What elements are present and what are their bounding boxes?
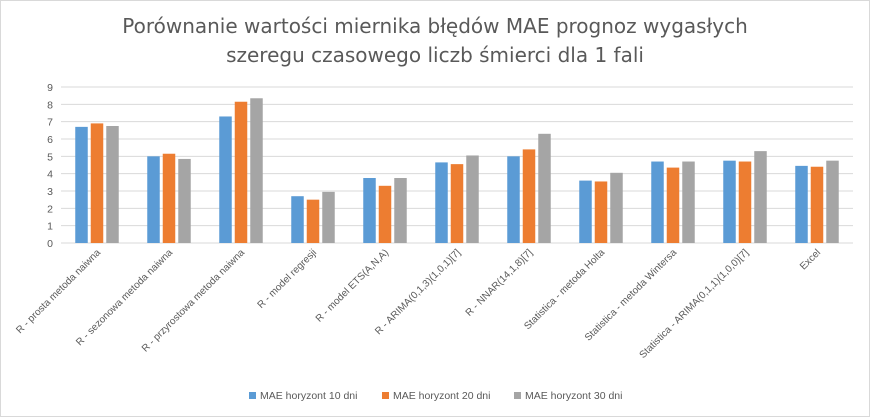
bar xyxy=(363,178,376,243)
bar xyxy=(250,98,263,244)
y-tick-label: 3 xyxy=(47,186,53,198)
chart-title-line-2: szeregu czasowego liczb śmierci dla 1 fa… xyxy=(226,43,644,67)
chart-title: Porównanie wartości miernika błędów MAE … xyxy=(122,14,748,67)
bar xyxy=(738,161,752,243)
x-category-label: R - ARIMA(0,1,3)(1,0,1)[7] xyxy=(373,247,463,337)
y-tick-label: 0 xyxy=(47,238,53,250)
bar xyxy=(394,178,407,243)
bar xyxy=(651,161,664,243)
legend-swatch xyxy=(514,392,521,399)
legend-swatch xyxy=(382,392,389,399)
legend: MAE horyzont 10 dni MAE horyzont 20 dni MA… xyxy=(249,390,622,402)
bar xyxy=(538,133,551,243)
bar xyxy=(90,123,104,243)
bar xyxy=(291,196,304,243)
legend-item: MAE horyzont 20 dni xyxy=(382,390,490,402)
x-category-label: R - model regresji xyxy=(256,247,320,311)
bar xyxy=(826,160,839,243)
bar xyxy=(579,180,592,243)
x-category-label: R - prosta metoda naiwna xyxy=(14,247,103,336)
bar xyxy=(666,167,680,243)
x-category-label: R - NNAR(14,1,8)[7] xyxy=(464,247,536,319)
y-axis: 0 1 2 3 4 5 6 7 8 9 xyxy=(47,82,53,250)
bar xyxy=(306,199,320,243)
bar xyxy=(75,126,88,243)
x-category-label: R - model ETS(A,N,A) xyxy=(314,247,391,324)
y-tick-label: 2 xyxy=(47,203,53,215)
bar xyxy=(522,149,536,243)
bar xyxy=(795,165,808,243)
bar xyxy=(810,166,824,243)
y-tick-label: 6 xyxy=(47,134,53,146)
y-tick-label: 5 xyxy=(47,151,53,163)
bar xyxy=(234,101,248,243)
x-category-label: Excel xyxy=(798,247,823,272)
bars xyxy=(75,98,839,244)
y-tick-label: 1 xyxy=(47,221,53,233)
bar xyxy=(610,172,623,243)
bar xyxy=(594,181,608,243)
y-tick-label: 9 xyxy=(47,82,53,94)
legend-swatch xyxy=(249,392,256,399)
bar xyxy=(435,162,448,243)
legend-label: MAE horyzont 20 dni xyxy=(393,390,490,402)
legend-item: MAE horyzont 30 dni xyxy=(514,390,622,402)
legend-label: MAE horyzont 30 dni xyxy=(525,390,622,402)
bar xyxy=(322,191,335,243)
bar xyxy=(162,153,176,243)
y-tick-label: 4 xyxy=(47,169,53,181)
bar xyxy=(106,126,119,243)
bar xyxy=(754,151,767,243)
legend-label: MAE horyzont 10 dni xyxy=(260,390,357,402)
bar xyxy=(147,156,160,243)
x-category-label: Statistica - metoda Holta xyxy=(522,247,607,332)
bar xyxy=(682,161,695,243)
bar xyxy=(466,155,479,243)
bar xyxy=(723,160,736,243)
chart-title-line-1: Porównanie wartości miernika błędów MAE … xyxy=(122,14,748,38)
y-tick-label: 8 xyxy=(47,99,53,111)
bar xyxy=(450,164,464,243)
bar xyxy=(178,158,191,243)
bar xyxy=(219,116,232,243)
bar xyxy=(378,185,392,243)
legend-item: MAE horyzont 10 dni xyxy=(249,390,357,402)
y-tick-label: 7 xyxy=(47,117,53,129)
bar xyxy=(507,156,520,243)
